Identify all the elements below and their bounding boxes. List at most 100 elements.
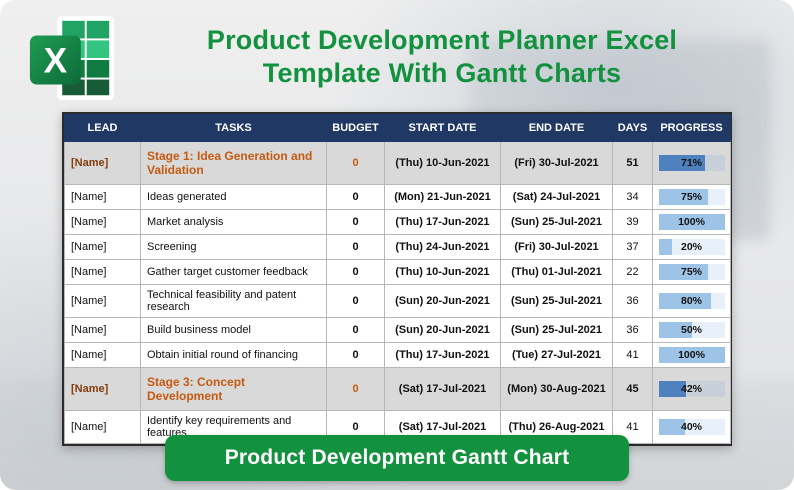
budget-cell: 0 (326, 367, 385, 411)
task-cell: Market analysis (140, 209, 327, 235)
svg-text:X: X (44, 42, 68, 81)
lead-cell: [Name] (64, 317, 141, 343)
start-cell: (Sun) 20-Jun-2021 (384, 317, 501, 343)
start-cell: (Thu) 17-Jun-2021 (384, 209, 501, 235)
progress-cell: 75% (652, 259, 731, 285)
budget-cell: 0 (326, 342, 385, 368)
task-cell: Ideas generated (140, 184, 327, 210)
column-header-budget: BUDGET (326, 114, 385, 142)
progress-cell: 80% (652, 284, 731, 318)
lead-cell: [Name] (64, 141, 141, 185)
task-cell: Stage 3: Concept Development (140, 367, 327, 411)
budget-cell: 0 (326, 317, 385, 343)
lead-cell: [Name] (64, 342, 141, 368)
progress-label: 71% (680, 157, 702, 169)
task-row: [Name] Build business model 0 (Sun) 20-Jun-… (64, 317, 731, 343)
progress-bar: 40% (658, 419, 725, 435)
task-cell: Screening (140, 234, 327, 260)
task-row: [Name] Gather target customer feedback 0 (T… (64, 259, 731, 285)
progress-label: 40% (680, 421, 702, 433)
column-header-days: DAYS (612, 114, 653, 142)
start-cell: (Thu) 10-Jun-2021 (384, 259, 501, 285)
budget-cell: 0 (326, 184, 385, 210)
lead-cell: [Name] (64, 284, 141, 318)
start-cell: (Sat) 17-Jul-2021 (384, 367, 501, 411)
bottom-banner-label: Product Development Gantt Chart (224, 446, 570, 469)
bottom-banner: Product Development Gantt Chart (165, 435, 629, 481)
budget-cell: 0 (326, 259, 385, 285)
end-cell: (Fri) 30-Jul-2021 (500, 141, 613, 185)
days-cell: 39 (612, 209, 653, 235)
lead-cell: [Name] (64, 234, 141, 260)
progress-bar: 20% (658, 239, 725, 255)
budget-cell: 0 (326, 209, 385, 235)
stage-row: [Name] Stage 3: Concept Development 0 (Sat)… (64, 367, 731, 411)
gantt-table: LEAD TASKS BUDGET START DATE END DATE DAYS PRO… (64, 114, 731, 444)
days-cell: 41 (612, 410, 653, 444)
end-cell: (Sun) 25-Jul-2021 (500, 317, 613, 343)
progress-bar: 42% (658, 381, 725, 397)
task-cell: Technical feasibility and patent researc… (140, 284, 327, 318)
progress-fill (658, 239, 672, 255)
days-cell: 37 (612, 234, 653, 260)
task-cell: Obtain initial round of financing (140, 342, 327, 368)
progress-fill (658, 155, 706, 171)
progress-cell: 50% (652, 317, 731, 343)
table-header-row: LEAD TASKS BUDGET START DATE END DATE DAYS PRO… (64, 114, 731, 142)
task-row: [Name] Market analysis 0 (Thu) 17-Jun-2021(… (64, 209, 731, 235)
progress-label: 100% (678, 216, 705, 228)
end-cell: (Tue) 27-Jul-2021 (500, 342, 613, 368)
page-title-line2: Template With Gantt Charts (262, 57, 622, 88)
progress-fill (658, 381, 687, 397)
lead-cell: [Name] (64, 209, 141, 235)
task-row: [Name] Ideas generated 0 (Mon) 21-Jun-2021(… (64, 184, 731, 210)
start-cell: (Thu) 24-Jun-2021 (384, 234, 501, 260)
days-cell: 34 (612, 184, 653, 210)
task-row: [Name] Obtain initial round of financing 0… (64, 342, 731, 368)
progress-cell: 75% (652, 184, 731, 210)
progress-fill (658, 264, 708, 280)
progress-cell: 20% (652, 234, 731, 260)
progress-fill (658, 293, 712, 309)
lead-cell: [Name] (64, 410, 141, 444)
progress-cell: 100% (652, 209, 731, 235)
column-header-end-date: END DATE (500, 114, 613, 142)
column-header-tasks: TASKS (140, 114, 327, 142)
page-title: Product Development Planner Excel Templa… (110, 24, 774, 90)
progress-cell: 100% (652, 342, 731, 368)
start-cell: (Sun) 20-Jun-2021 (384, 284, 501, 318)
progress-bar: 71% (658, 155, 725, 171)
progress-bar: 100% (658, 347, 725, 363)
days-cell: 36 (612, 317, 653, 343)
task-row: [Name] Screening 0 (Thu) 24-Jun-2021 (Fri) 3… (64, 234, 731, 260)
progress-cell: 40% (652, 410, 731, 444)
end-cell: (Thu) 01-Jul-2021 (500, 259, 613, 285)
task-cell: Gather target customer feedback (140, 259, 327, 285)
progress-fill (658, 419, 685, 435)
progress-label: 75% (680, 191, 702, 203)
progress-bar: 75% (658, 189, 725, 205)
stage-row: [Name] Stage 1: Idea Generation and Valid… (64, 141, 731, 185)
days-cell: 36 (612, 284, 653, 318)
progress-label: 50% (680, 324, 702, 336)
lead-cell: [Name] (64, 259, 141, 285)
end-cell: (Sun) 25-Jul-2021 (500, 209, 613, 235)
task-cell: Stage 1: Idea Generation and Validation (140, 141, 327, 185)
start-cell: (Thu) 10-Jun-2021 (384, 141, 501, 185)
budget-cell: 0 (326, 141, 385, 185)
lead-cell: [Name] (64, 367, 141, 411)
progress-cell: 71% (652, 141, 731, 185)
days-cell: 45 (612, 367, 653, 411)
progress-label: 80% (680, 295, 702, 307)
progress-label: 75% (680, 266, 702, 278)
gantt-table-container: LEAD TASKS BUDGET START DATE END DATE DAYS PRO… (62, 112, 732, 446)
task-row: [Name] Technical feasibility and patent r… (64, 284, 731, 318)
progress-bar: 75% (658, 264, 725, 280)
progress-bar: 80% (658, 293, 725, 309)
progress-fill (658, 214, 725, 230)
progress-label: 42% (680, 383, 702, 395)
progress-fill (658, 322, 692, 338)
column-header-lead: LEAD (64, 114, 141, 142)
column-header-progress: PROGRESS (652, 114, 731, 142)
